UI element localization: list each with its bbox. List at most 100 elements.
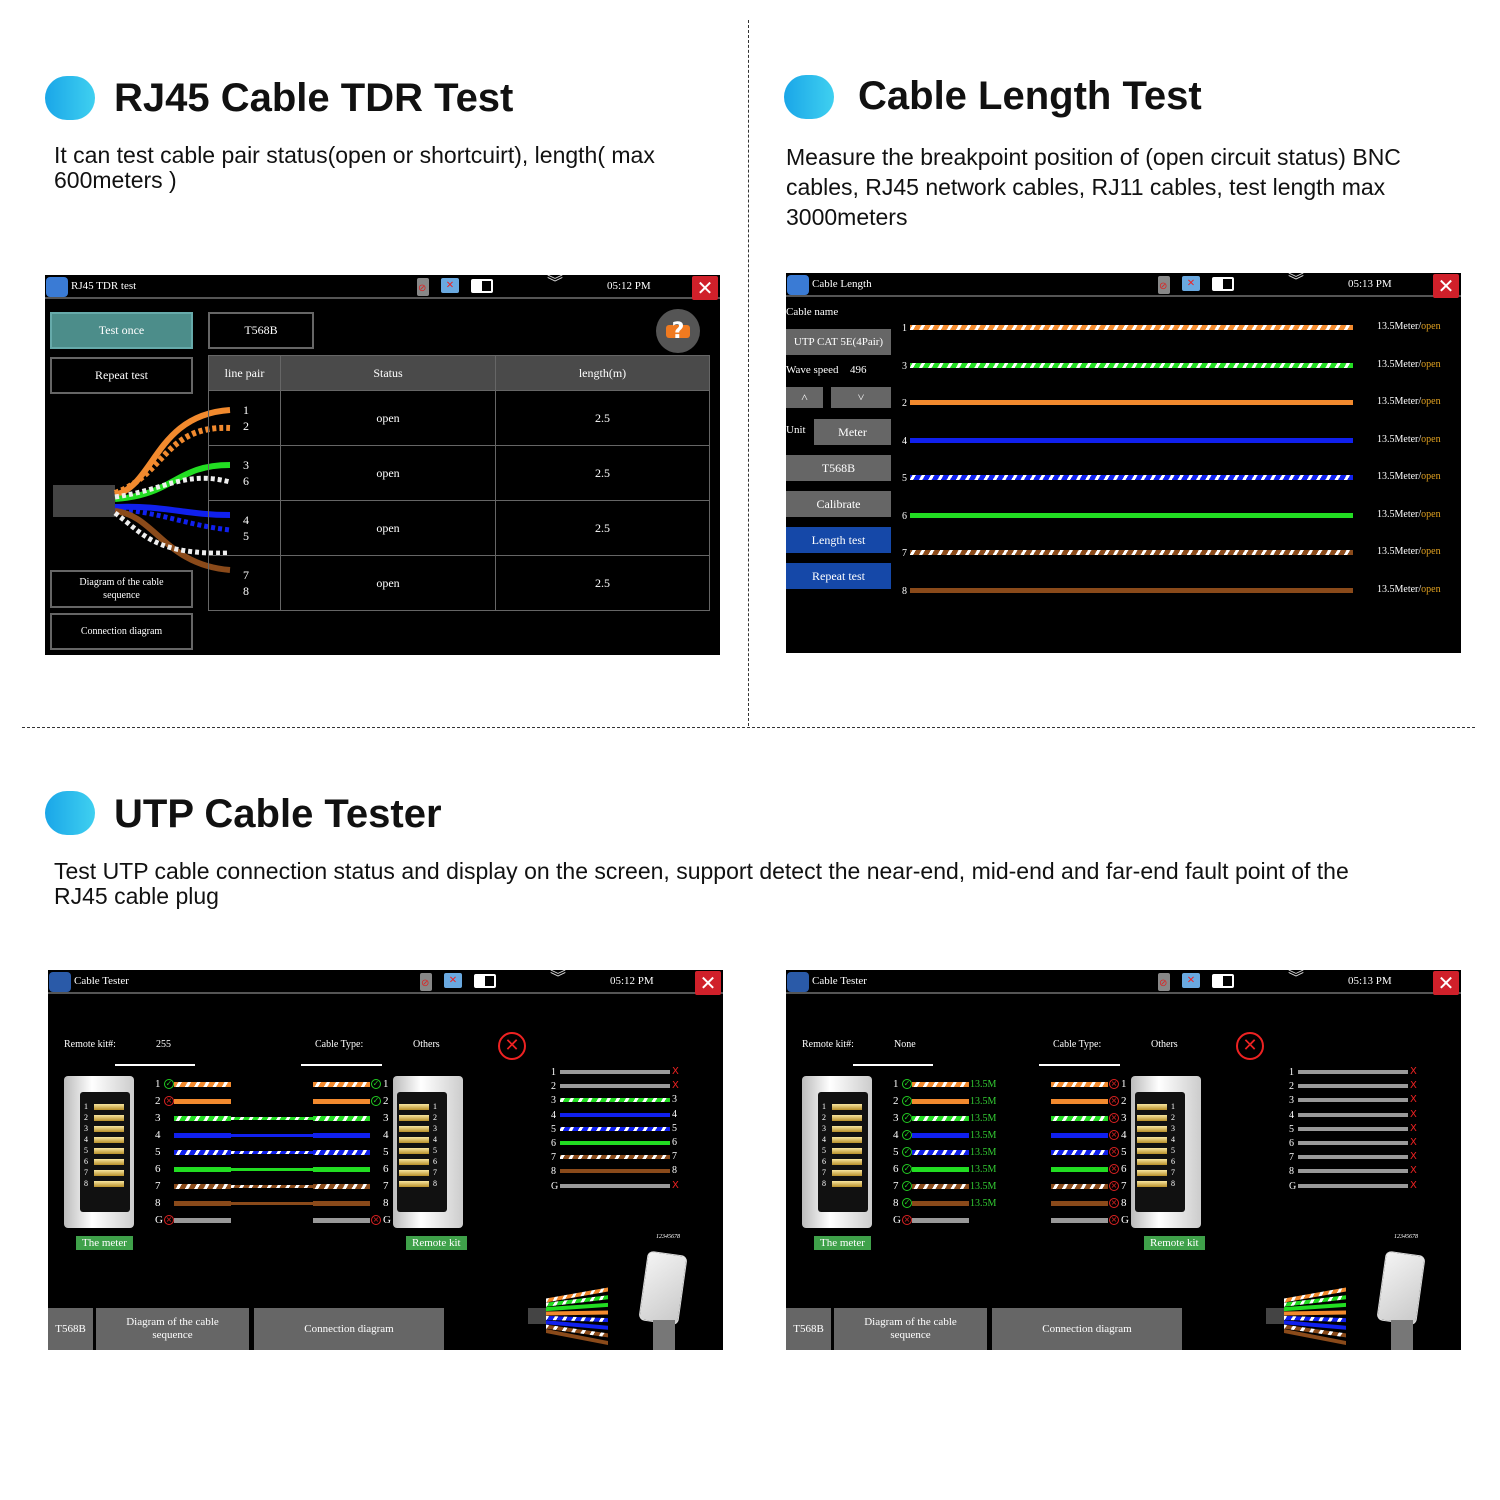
far-wire xyxy=(313,1201,370,1206)
help-icon[interactable]: ? xyxy=(656,309,700,353)
close-button[interactable]: ✕ xyxy=(695,971,721,995)
length-result: 13.5Meter/open xyxy=(1377,321,1441,332)
chevron-down-icon[interactable]: ︾ xyxy=(547,275,564,292)
status-value: open xyxy=(1421,433,1441,445)
length-test-button[interactable]: Length test xyxy=(786,527,891,553)
status-cell: open xyxy=(280,555,496,611)
connector-pin xyxy=(399,1115,429,1121)
wire-number: 1 xyxy=(902,323,907,334)
column-header: Status xyxy=(280,355,496,391)
cable-type-underline xyxy=(301,1064,382,1066)
error-icon: × xyxy=(1109,1147,1119,1157)
cable-length-screen: Cable Length × ︾ 05:13 PM ✕ Cable name U… xyxy=(786,273,1461,653)
fan-wire xyxy=(546,1310,608,1316)
mid-wire xyxy=(231,1134,313,1137)
near-wire xyxy=(912,1082,969,1087)
map-pin-number: 5 xyxy=(551,1123,556,1135)
chevron-down-icon[interactable]: ︾ xyxy=(550,970,567,987)
open-x-mark: X xyxy=(1410,1179,1417,1191)
connection-diagram-button[interactable]: Connection diagram xyxy=(992,1308,1182,1350)
far-wire xyxy=(313,1218,370,1223)
length-result: 13.5Meter/open xyxy=(1377,471,1441,482)
wire-trace xyxy=(910,437,1353,443)
map-wire xyxy=(560,1155,670,1160)
status-value: open xyxy=(1421,321,1441,332)
map-pin-number: 3 xyxy=(551,1095,556,1107)
wave-speed-up-button[interactable]: ˄ xyxy=(786,387,823,408)
pin-number: G xyxy=(893,1214,901,1226)
length-result: 13.5Meter/open xyxy=(1377,509,1441,520)
far-wire xyxy=(1051,1218,1108,1223)
pin-number: 4 xyxy=(822,1135,826,1144)
wave-speed-label: Wave speed xyxy=(786,364,839,376)
connector-pin xyxy=(1137,1170,1167,1176)
wave-speed-down-button[interactable]: ˅ xyxy=(831,387,891,408)
connector-pin xyxy=(399,1181,429,1187)
close-button[interactable]: ✕ xyxy=(1433,971,1459,995)
battery-icon xyxy=(1212,974,1234,988)
cable-jacket-icon xyxy=(1266,1308,1284,1324)
test-once-button[interactable]: Test once xyxy=(50,312,193,349)
near-wire xyxy=(912,1150,969,1155)
map-wire xyxy=(1298,1169,1408,1174)
pin-number: 6 xyxy=(433,1157,437,1166)
wire-length: 13.5M xyxy=(970,1079,997,1090)
open-x-mark: X xyxy=(1410,1080,1417,1092)
open-x-mark: X xyxy=(1410,1108,1417,1120)
pin-number: 5 xyxy=(84,1146,88,1155)
cable-sequence-diagram-button[interactable]: Diagram of the cable sequence xyxy=(50,570,193,608)
vertical-divider xyxy=(748,20,749,726)
chevron-down-icon[interactable]: ︾ xyxy=(1288,273,1305,290)
pin-number: 5 xyxy=(893,1146,899,1158)
check-icon: ✓ xyxy=(164,1079,174,1089)
clock: 05:12 PM xyxy=(607,280,651,292)
close-button[interactable]: ✕ xyxy=(1433,274,1459,298)
standard-button[interactable]: T568B xyxy=(48,1308,93,1350)
repeat-test-button[interactable]: Repeat test xyxy=(50,357,193,394)
standard-button[interactable]: T568B xyxy=(786,455,891,481)
connection-diagram-button[interactable]: Connection diagram xyxy=(254,1308,444,1350)
standard-button[interactable]: T568B xyxy=(208,312,314,349)
cable-type-underline xyxy=(1039,1064,1120,1066)
near-wire xyxy=(174,1082,231,1087)
connection-diagram-button[interactable]: Connection diagram xyxy=(50,613,193,650)
connector-pin xyxy=(399,1104,429,1110)
map-end-number: 5 xyxy=(672,1122,677,1134)
standard-button[interactable]: T568B xyxy=(786,1308,831,1350)
pin-number: 4 xyxy=(433,1135,437,1144)
pin-number: 1 xyxy=(383,1078,389,1090)
cable-sequence-diagram-button[interactable]: Diagram of the cable sequence xyxy=(96,1308,249,1350)
close-button[interactable]: ✕ xyxy=(692,276,718,300)
pin-number: 2 xyxy=(383,1095,389,1107)
cable-name-select[interactable]: UTP CAT 5E(4Pair) xyxy=(786,329,891,355)
map-pin-number: 4 xyxy=(1289,1109,1294,1121)
connector-pin xyxy=(94,1159,124,1165)
connector-pin xyxy=(832,1137,862,1143)
bullet-icon xyxy=(45,76,95,120)
connector-pin xyxy=(399,1170,429,1176)
pin-number: 3 xyxy=(822,1124,826,1133)
wire-number: 2 xyxy=(902,398,907,409)
plug-cable xyxy=(653,1320,675,1350)
mid-wire xyxy=(231,1168,313,1171)
chevron-down-icon[interactable]: ︾ xyxy=(1288,970,1305,987)
map-wire xyxy=(1298,1126,1408,1131)
calibrate-button[interactable]: Calibrate xyxy=(786,491,891,517)
pin-number: 2 xyxy=(1121,1095,1127,1107)
near-wire xyxy=(912,1184,969,1189)
wire-orange-stripe xyxy=(113,424,231,496)
pair-number: 8 xyxy=(243,584,249,598)
pair-number: 4 xyxy=(243,513,249,527)
pin-number: 3 xyxy=(383,1112,389,1124)
wire-length: 13.5M xyxy=(970,1198,997,1209)
meter-label: The meter xyxy=(814,1236,871,1250)
unit-select[interactable]: Meter xyxy=(814,419,891,445)
connector-pin xyxy=(1137,1159,1167,1165)
check-icon: ✓ xyxy=(902,1181,912,1191)
repeat-test-button[interactable]: Repeat test xyxy=(786,563,891,589)
pin-number: 7 xyxy=(84,1168,88,1177)
status-value: open xyxy=(1421,396,1441,407)
cable-sequence-diagram-button[interactable]: Diagram of the cable sequence xyxy=(834,1308,987,1350)
